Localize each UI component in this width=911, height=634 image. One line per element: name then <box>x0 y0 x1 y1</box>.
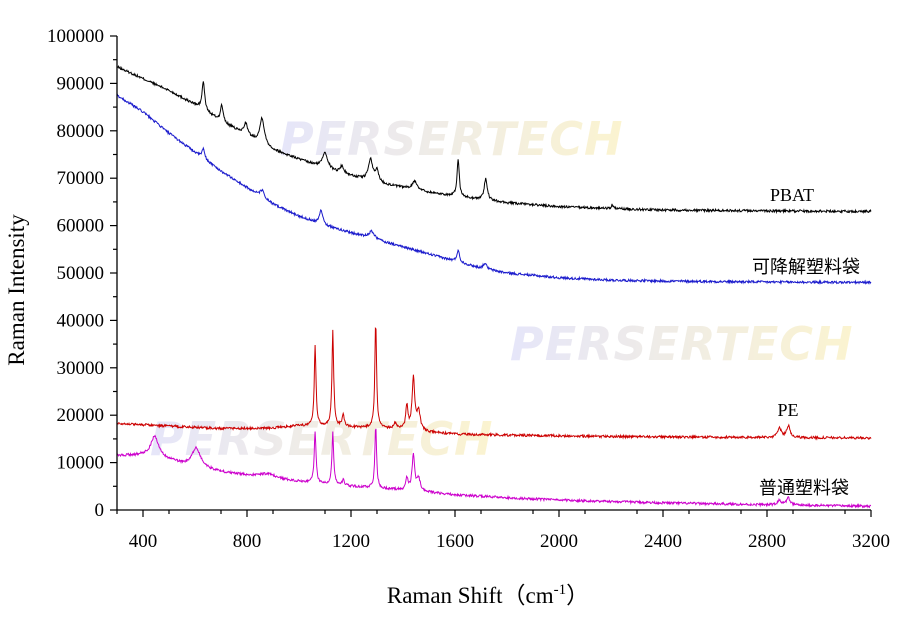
series-line-ordinary-bag <box>116 428 872 509</box>
y-tick-label: 30000 <box>57 358 105 379</box>
x-axis-title-end: ） <box>566 583 589 608</box>
x-axis-title-superscript: -1 <box>554 582 567 598</box>
x-tick-label: 400 <box>129 531 158 552</box>
label-degradable-bag: 可降解塑料袋 <box>752 257 860 277</box>
series-layer <box>116 65 872 509</box>
y-tick-label: 100000 <box>47 26 104 47</box>
label-pbat: PBAT <box>770 185 814 205</box>
x-axis-title: Raman Shift（cm-1） <box>387 582 589 608</box>
y-tick-label: 90000 <box>57 73 105 94</box>
y-tick-label: 10000 <box>57 453 105 474</box>
watermark-3: PERSERTECH <box>150 412 494 466</box>
y-tick-label: 80000 <box>57 121 105 142</box>
x-tick-label: 3200 <box>852 531 890 552</box>
x-tick-label: 1600 <box>436 531 474 552</box>
y-tick-label: 70000 <box>57 168 105 189</box>
x-tick-label: 2000 <box>540 531 578 552</box>
watermark-2: PERSERTECH <box>510 317 854 371</box>
x-axis-title-main: Raman Shift（cm <box>387 583 554 608</box>
y-tick-label: 0 <box>95 500 105 521</box>
x-tick-label: 800 <box>233 531 262 552</box>
y-tick-label: 40000 <box>57 310 105 331</box>
label-pe: PE <box>777 400 798 420</box>
y-tick-label: 60000 <box>57 216 105 237</box>
watermark-layer: PERSERTECH PERSERTECH PERSERTECH <box>150 112 854 466</box>
y-ticks: 0 10000 20000 30000 40000 50000 60000 70000 8000… <box>47 26 117 521</box>
label-ordinary-bag: 普通塑料袋 <box>759 478 849 498</box>
y-tick-label: 20000 <box>57 405 105 426</box>
series-line-degradable-bag <box>116 93 872 286</box>
series-line-pe <box>116 326 872 441</box>
x-tick-label: 2800 <box>748 531 786 552</box>
watermark-1: PERSERTECH <box>280 112 624 166</box>
y-axis-title: Raman Intensity <box>4 214 29 366</box>
x-ticks: 400 800 1200 1600 2000 2400 2800 3200 <box>116 510 890 552</box>
x-tick-label: 2400 <box>644 531 682 552</box>
series-line-pbat <box>116 65 872 215</box>
x-tick-label: 1200 <box>332 531 370 552</box>
y-tick-label: 50000 <box>57 263 105 284</box>
